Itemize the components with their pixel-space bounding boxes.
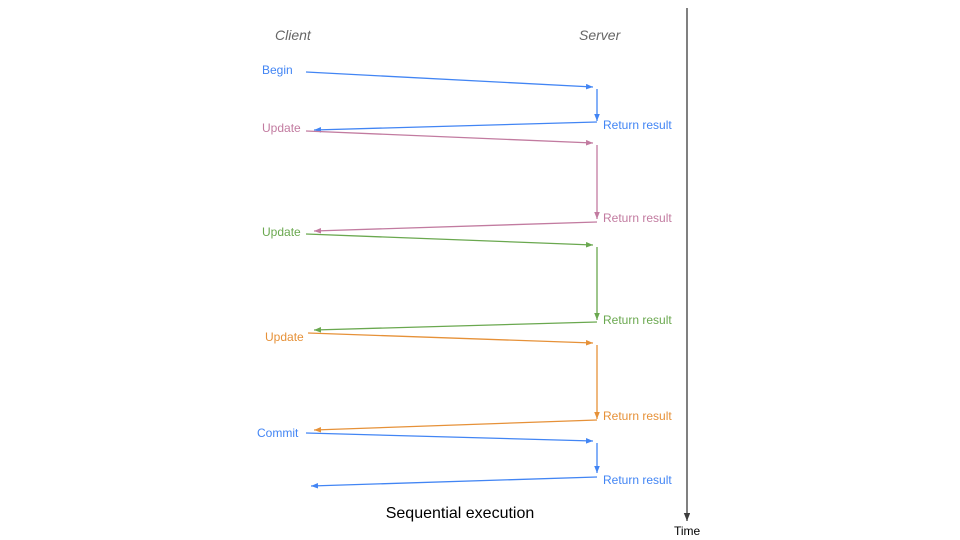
update2-response-label: Return result bbox=[603, 313, 672, 327]
begin-request-arrow bbox=[305, 71, 594, 90]
update3-request-arrow bbox=[307, 332, 594, 346]
server-lifeline-label: Server bbox=[579, 27, 621, 43]
diagram-caption: Sequential execution bbox=[385, 505, 535, 522]
client-lifeline-label: Client bbox=[275, 27, 311, 43]
transaction-update-3 bbox=[307, 332, 600, 433]
transaction-commit bbox=[305, 432, 600, 489]
time-axis-label: Time bbox=[674, 524, 701, 538]
update2-request-arrow bbox=[305, 233, 594, 248]
begin-response-arrow bbox=[313, 121, 598, 133]
transaction-update-1 bbox=[305, 130, 600, 234]
update2-request-label: Update bbox=[262, 225, 301, 239]
commit-request-label: Commit bbox=[257, 426, 299, 440]
update3-response-label: Return result bbox=[603, 409, 672, 423]
transaction-update-2 bbox=[305, 233, 600, 333]
commit-response-arrow bbox=[310, 476, 598, 489]
begin-request-label: Begin bbox=[262, 63, 293, 77]
transaction-begin bbox=[305, 71, 600, 133]
commit-request-arrow bbox=[305, 432, 594, 444]
update1-response-arrow bbox=[313, 221, 598, 234]
update1-request-arrow bbox=[305, 130, 594, 146]
update1-request-label: Update bbox=[262, 121, 301, 135]
update3-response-arrow bbox=[313, 419, 598, 433]
commit-response-label: Return result bbox=[603, 473, 672, 487]
update3-request-label: Update bbox=[265, 330, 304, 344]
begin-response-label: Return result bbox=[603, 118, 672, 132]
update1-response-label: Return result bbox=[603, 211, 672, 225]
update2-response-arrow bbox=[313, 321, 598, 333]
